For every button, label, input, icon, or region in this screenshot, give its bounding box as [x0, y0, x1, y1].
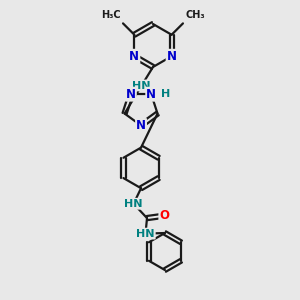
Text: HN: HN [132, 80, 151, 91]
Text: CH₃: CH₃ [185, 10, 205, 20]
Text: N: N [126, 88, 136, 101]
Text: N: N [146, 88, 156, 101]
Text: HN: HN [136, 229, 155, 238]
Text: H: H [161, 89, 170, 99]
Text: H₃C: H₃C [101, 10, 121, 20]
Text: N: N [136, 119, 146, 132]
Text: N: N [129, 50, 140, 63]
Text: O: O [159, 209, 169, 222]
Text: HN: HN [124, 199, 143, 209]
Text: N: N [167, 50, 177, 63]
